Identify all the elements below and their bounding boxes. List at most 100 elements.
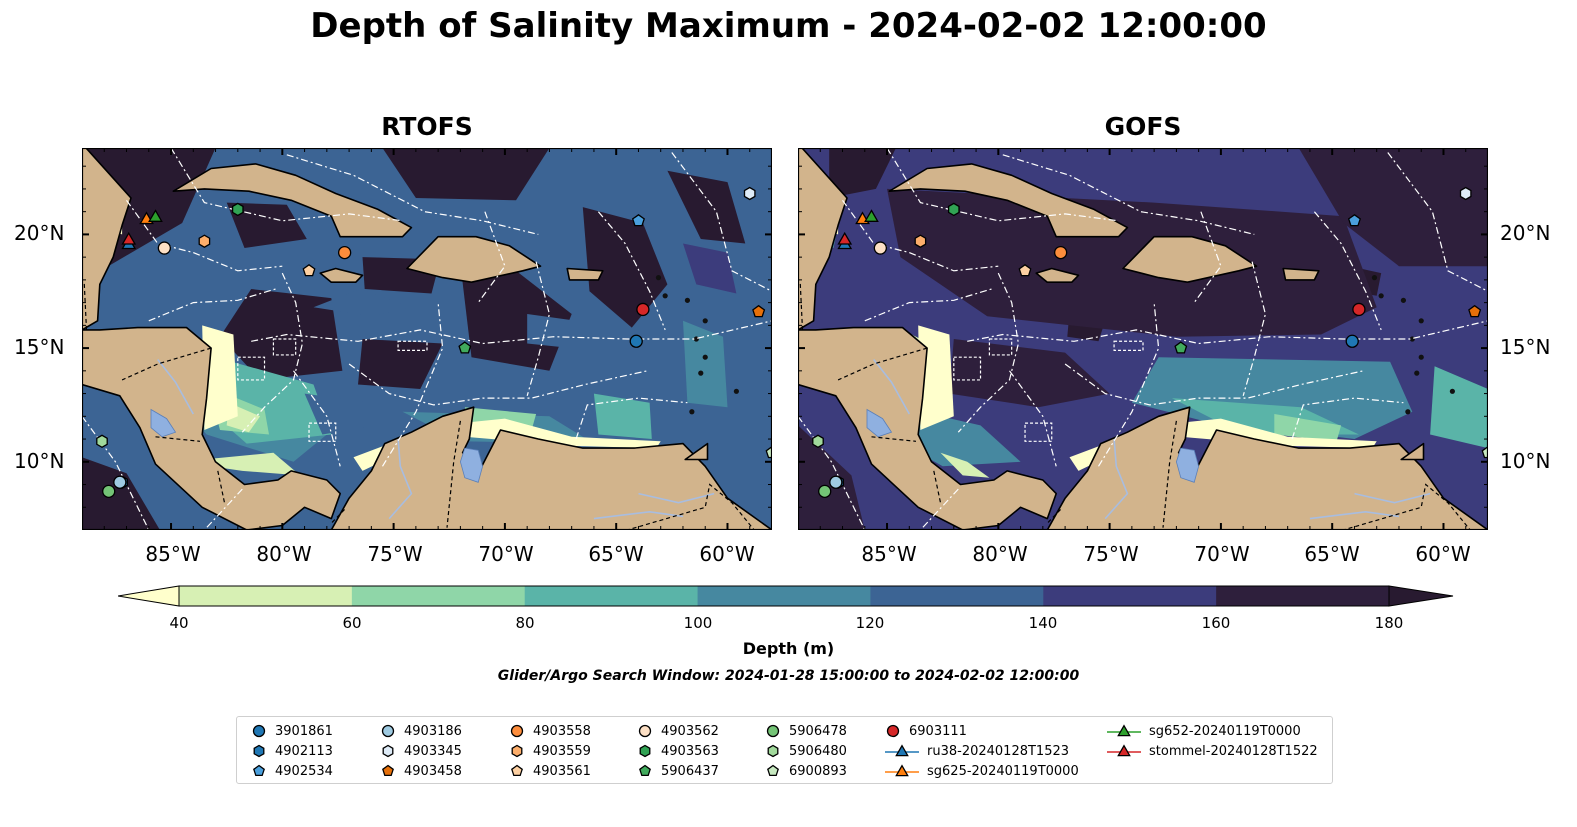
gofs-island	[1409, 336, 1415, 342]
legend-marker[interactable]	[1117, 744, 1131, 757]
gofs-marker-4903345[interactable]	[1459, 186, 1472, 201]
map-rtofs[interactable]	[82, 148, 772, 530]
rtofs-country-border	[155, 436, 201, 442]
colorbar-tick-160: 160	[1201, 614, 1231, 632]
gofs-eez-line	[842, 199, 999, 272]
legend-marker[interactable]	[252, 724, 266, 738]
gofs-marker-5906480[interactable]	[812, 434, 824, 449]
legend-marker[interactable]	[510, 724, 524, 738]
gofs-eez-line	[957, 272, 1020, 433]
legend-marker[interactable]	[253, 744, 265, 758]
gofs-marker-stommel-20240128T1522[interactable]	[837, 231, 853, 245]
gofs-depth-region	[829, 148, 896, 198]
rtofs-marker-5906478[interactable]	[102, 484, 116, 498]
gofs-marker-5906478[interactable]	[818, 484, 832, 498]
gofs-marker-4903559[interactable]	[914, 234, 927, 248]
rtofs-marker-5906480[interactable]	[96, 434, 108, 449]
legend-marker[interactable]	[382, 744, 394, 758]
colorbar-bin	[697, 586, 871, 606]
gofs-marker-5906437[interactable]	[1174, 341, 1188, 354]
gofs-marker-3901861[interactable]	[1345, 334, 1359, 348]
legend-item-5906478: 5906478	[765, 722, 847, 740]
rtofs-eez-line	[241, 272, 304, 433]
rtofs-marker-4903562[interactable]	[157, 241, 172, 255]
legend-label: 4903458	[404, 763, 462, 779]
lat-label-20n-right: 20°N	[1500, 221, 1551, 245]
legend-item-stommel-20240128T1522: stommel-20240128T1522	[1107, 742, 1318, 760]
gofs-eez-line	[1291, 397, 1404, 440]
legend-marker[interactable]	[639, 744, 651, 758]
rtofs-depth-region	[304, 393, 376, 435]
rtofs-marker-sg652-20240119T0000[interactable]	[148, 209, 163, 222]
rtofs-marker-4903561[interactable]	[302, 263, 316, 277]
legend-label: 4902534	[275, 763, 333, 779]
rtofs-marker-4903458[interactable]	[752, 304, 766, 318]
legend-marker[interactable]	[1117, 724, 1131, 737]
colorbar-tick-60: 60	[342, 614, 362, 632]
rtofs-country-border	[610, 483, 755, 530]
legend-marker[interactable]	[511, 744, 523, 758]
gofs-marker-4903563[interactable]	[947, 202, 960, 217]
gofs-depth-region	[1274, 414, 1342, 442]
rtofs-river	[593, 510, 684, 520]
legend-marker[interactable]	[767, 744, 779, 758]
rtofs-marker-4903559[interactable]	[198, 234, 211, 248]
legend-marker[interactable]	[638, 724, 652, 738]
legend-label: 4903186	[404, 723, 462, 739]
rtofs-marker-5906437[interactable]	[458, 341, 472, 354]
gofs-country-border	[1326, 483, 1471, 530]
gofs-marker-4903186[interactable]	[829, 475, 843, 489]
gofs-marker-4903562[interactable]	[873, 241, 888, 255]
gofs-island	[1405, 409, 1411, 415]
gofs-marker-4903558[interactable]	[1053, 245, 1068, 260]
rtofs-river	[638, 492, 715, 504]
gofs-marker-sg652-20240119T0000[interactable]	[864, 209, 879, 222]
colorbar-tick-120: 120	[855, 614, 885, 632]
rtofs-marker-6900893[interactable]	[765, 445, 772, 459]
legend-label: 4903558	[533, 723, 591, 739]
legend-marker[interactable]	[253, 764, 265, 777]
rtofs-marker-6903111[interactable]	[636, 302, 650, 317]
legend-item-5906480: 5906480	[765, 742, 847, 760]
map-gofs[interactable]	[798, 148, 1488, 530]
rtofs-river	[157, 359, 194, 415]
gofs-marker-6900893[interactable]	[1481, 445, 1488, 459]
legend-marker[interactable]	[767, 764, 779, 777]
rtofs-depth-region	[358, 339, 443, 389]
legend-marker[interactable]	[895, 744, 909, 757]
rtofs-country-border	[217, 470, 226, 503]
gofs-protected-area	[953, 356, 982, 381]
gofs-eez-line	[1097, 302, 1160, 467]
colorbar-bin	[1216, 586, 1390, 606]
lon-label-60w-left: 60°W	[699, 542, 755, 566]
legend-marker[interactable]	[895, 764, 909, 777]
rtofs-marker-4903186[interactable]	[113, 475, 127, 489]
gofs-land-yucatan	[798, 148, 848, 331]
rtofs-marker-4903345[interactable]	[743, 186, 756, 201]
rtofs-marker-3901861[interactable]	[629, 334, 643, 348]
legend-marker[interactable]	[381, 724, 395, 738]
gofs-lake-nicaragua	[866, 408, 893, 438]
legend-marker[interactable]	[639, 764, 651, 777]
rtofs-eez-line	[251, 320, 772, 345]
rtofs-marker-stommel-20240128T1522[interactable]	[121, 231, 137, 245]
colorbar-tick-100: 100	[683, 614, 713, 632]
gofs-marker-4902534[interactable]	[1347, 214, 1361, 227]
rtofs-marker-4903563[interactable]	[231, 202, 244, 217]
legend-label: 5906478	[789, 723, 847, 739]
lon-label-85w-right: 85°W	[861, 542, 917, 566]
gofs-marker-6903111[interactable]	[1352, 302, 1366, 317]
gofs-marker-4903561[interactable]	[1018, 263, 1032, 277]
legend-item-sg652-20240119T0000: sg652-20240119T0000	[1107, 722, 1301, 740]
rtofs-marker-4903558[interactable]	[337, 245, 352, 260]
legend-marker[interactable]	[886, 724, 900, 738]
legend-marker[interactable]	[511, 764, 523, 777]
rtofs-marker-4902534[interactable]	[631, 214, 645, 227]
rtofs-depth-region	[382, 148, 550, 201]
lon-label-75w-left: 75°W	[367, 542, 423, 566]
legend-marker[interactable]	[766, 724, 780, 738]
gofs-marker-4903458[interactable]	[1468, 304, 1482, 318]
depth-colorbar	[118, 585, 1454, 607]
legend-marker[interactable]	[382, 764, 394, 777]
gofs-island	[1449, 388, 1455, 394]
